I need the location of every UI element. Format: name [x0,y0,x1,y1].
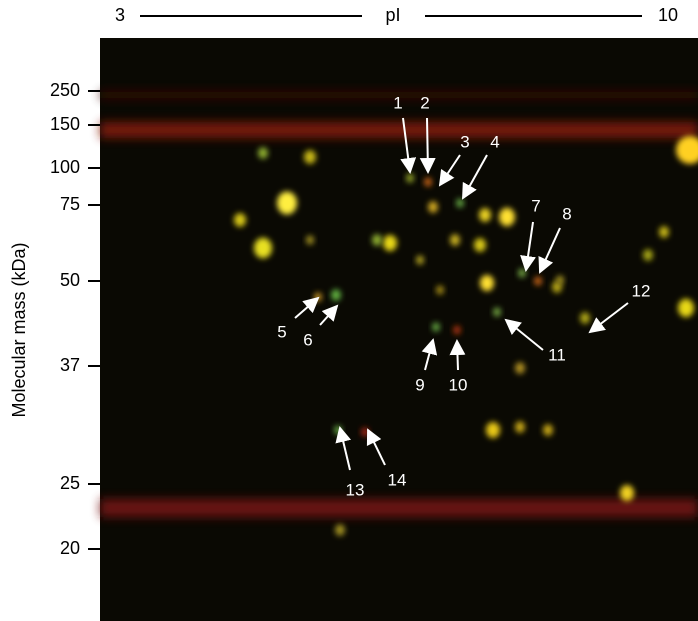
y-tick-label: 25 [60,473,80,493]
gel-spot [234,213,246,227]
spot-arrow [538,227,561,274]
spot-label: 2 [420,93,429,112]
gel-spot [515,362,525,374]
spot-arrow [294,296,320,319]
gel-spot [424,177,432,187]
spot-label: 10 [449,375,468,394]
spot-arrow [319,304,339,326]
spot-arrow [588,302,629,334]
spot-label: 1 [393,93,402,112]
gel-spot [580,312,590,324]
gel-spot [372,234,382,246]
spot-label: 8 [562,204,571,223]
spot-arrow [421,338,438,371]
gel-spot [416,255,424,265]
spot-arrow [366,428,386,466]
y-axis-label: Molecular mass (kDa) [9,242,29,417]
gel-spot [406,173,414,183]
y-tick-label: 150 [50,114,80,134]
gel-spot [306,235,314,245]
spot-arrow [335,426,352,471]
gel-spot [556,275,564,285]
gel-band [100,91,698,99]
gel-spot [361,427,369,437]
gel-spot [534,276,542,286]
gel-spot [620,484,634,502]
gel-spot [474,238,486,252]
gel-spot [258,147,268,159]
spot-arrow [400,117,417,174]
spot-arrow [449,339,466,371]
gel-spot [486,421,500,439]
y-tick-label: 20 [60,538,80,558]
y-tick-label: 75 [60,194,80,214]
spot-arrow [504,318,544,351]
y-tick-label: 37 [60,355,80,375]
gel-spot [518,268,526,278]
gel-spot [277,191,297,215]
pi-start: 3 [115,5,125,25]
gel-spot [480,274,494,292]
gel-spot [678,298,694,318]
spot-label: 5 [277,322,286,341]
gel-spot [254,237,272,259]
gel-spot [432,322,440,332]
spot-label: 9 [415,375,424,394]
gel-spot [515,421,525,433]
spot-label: 14 [388,470,407,489]
spot-label: 3 [460,132,469,151]
spot-label: 7 [531,196,540,215]
spot-label: 12 [632,281,651,300]
gel-spot [335,524,345,536]
y-tick-label: 50 [60,270,80,290]
gel-spot [659,226,669,238]
gel-spot [493,307,501,317]
gel-spot [436,285,444,295]
gel-spot [643,249,653,261]
gel-spot [428,201,438,213]
spot-label: 13 [346,480,365,499]
gel-band [100,122,698,138]
gel-spot [304,150,316,164]
spot-label: 4 [490,132,499,151]
spot-arrow [462,154,488,200]
gel-spot [479,208,491,222]
y-tick-label: 250 [50,80,80,100]
gel-spot [456,198,464,208]
gel-spot [676,136,698,164]
gel-spot [450,234,460,246]
gel-spots [100,91,698,536]
pi-label: pI [385,5,400,25]
gel-spot [331,289,341,301]
spot-arrow [419,117,436,174]
gel-spot [453,325,461,335]
gel-spot [543,424,553,436]
spot-arrow [520,221,536,272]
spot-label: 6 [303,330,312,349]
gel-spot [499,207,515,227]
gel-band [100,499,698,517]
pi-end: 10 [658,5,678,25]
spot-label: 11 [548,345,566,364]
gel-spot [383,234,397,252]
y-tick-label: 100 [50,157,80,177]
spot-arrow [438,154,461,187]
